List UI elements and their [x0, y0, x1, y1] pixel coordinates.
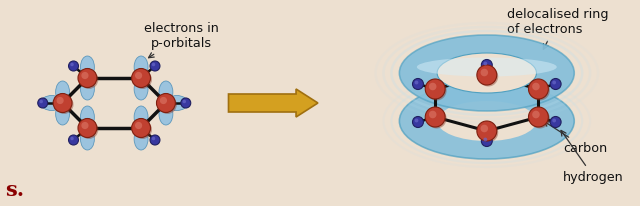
Circle shape	[68, 135, 79, 145]
Ellipse shape	[81, 78, 94, 100]
Circle shape	[532, 111, 540, 118]
Circle shape	[150, 61, 160, 71]
Circle shape	[156, 94, 175, 112]
Circle shape	[483, 62, 487, 66]
Text: electrons in
p-orbitals: electrons in p-orbitals	[145, 22, 220, 58]
Circle shape	[135, 72, 142, 79]
Ellipse shape	[399, 35, 574, 111]
Circle shape	[70, 63, 74, 66]
Circle shape	[132, 69, 150, 88]
Circle shape	[477, 65, 497, 85]
Circle shape	[552, 81, 556, 84]
Circle shape	[79, 70, 99, 89]
Circle shape	[425, 107, 445, 127]
Circle shape	[79, 120, 99, 139]
Circle shape	[427, 109, 447, 129]
Circle shape	[413, 117, 424, 128]
Circle shape	[530, 81, 550, 101]
Text: s.: s.	[5, 180, 24, 200]
Circle shape	[427, 81, 447, 101]
Circle shape	[478, 123, 498, 143]
Circle shape	[81, 122, 88, 129]
Ellipse shape	[399, 35, 574, 111]
Circle shape	[481, 125, 488, 132]
Ellipse shape	[56, 81, 70, 103]
Circle shape	[150, 135, 160, 145]
Circle shape	[133, 70, 152, 89]
FancyArrow shape	[228, 89, 318, 117]
Circle shape	[81, 72, 88, 79]
Circle shape	[152, 63, 156, 66]
Ellipse shape	[81, 106, 94, 128]
Text: delocalised ring
of electrons: delocalised ring of electrons	[507, 8, 608, 49]
Ellipse shape	[159, 81, 173, 103]
Circle shape	[152, 137, 156, 140]
Circle shape	[133, 120, 152, 139]
Circle shape	[550, 78, 561, 89]
Circle shape	[132, 118, 150, 137]
Circle shape	[415, 119, 419, 122]
Circle shape	[40, 100, 43, 103]
Ellipse shape	[134, 106, 148, 128]
Ellipse shape	[437, 53, 536, 93]
Circle shape	[481, 136, 492, 146]
Circle shape	[529, 79, 548, 99]
Ellipse shape	[166, 96, 188, 110]
Circle shape	[182, 100, 186, 103]
Circle shape	[425, 79, 445, 99]
Circle shape	[70, 137, 74, 140]
Circle shape	[54, 95, 74, 114]
Circle shape	[530, 109, 550, 129]
Ellipse shape	[81, 128, 94, 150]
Ellipse shape	[399, 35, 574, 111]
Circle shape	[181, 98, 191, 108]
Circle shape	[78, 69, 97, 88]
Circle shape	[481, 69, 488, 76]
Ellipse shape	[159, 103, 173, 125]
Circle shape	[532, 83, 540, 90]
Circle shape	[481, 60, 492, 70]
Circle shape	[552, 119, 556, 122]
Ellipse shape	[399, 83, 574, 159]
Circle shape	[78, 118, 97, 137]
Circle shape	[135, 122, 142, 129]
Circle shape	[56, 97, 64, 104]
Ellipse shape	[399, 83, 574, 159]
Circle shape	[550, 117, 561, 128]
Ellipse shape	[437, 101, 536, 141]
Circle shape	[529, 107, 548, 127]
Circle shape	[68, 61, 79, 71]
Ellipse shape	[41, 96, 63, 110]
Circle shape	[429, 111, 436, 118]
Ellipse shape	[81, 56, 94, 78]
Ellipse shape	[134, 78, 148, 100]
Ellipse shape	[134, 128, 148, 150]
Ellipse shape	[56, 103, 70, 125]
Circle shape	[158, 95, 177, 114]
Circle shape	[415, 81, 419, 84]
Circle shape	[429, 83, 436, 90]
Text: carbon: carbon	[544, 121, 607, 154]
Ellipse shape	[134, 56, 148, 78]
Circle shape	[478, 67, 498, 87]
Circle shape	[477, 121, 497, 141]
Text: hydrogen: hydrogen	[561, 130, 624, 184]
Circle shape	[160, 97, 167, 104]
Circle shape	[38, 98, 48, 108]
Circle shape	[483, 138, 487, 142]
Ellipse shape	[399, 83, 574, 159]
Circle shape	[413, 78, 424, 89]
Circle shape	[53, 94, 72, 112]
Ellipse shape	[417, 57, 557, 76]
